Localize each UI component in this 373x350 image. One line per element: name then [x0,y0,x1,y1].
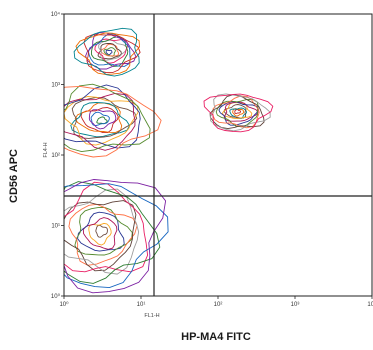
x-tick-label: 10⁴ [367,301,373,308]
contour-line [64,200,137,272]
contour-line [203,93,274,133]
y-tick-label: 10⁴ [51,11,61,18]
contour-line [68,203,138,266]
contour-line [64,181,149,273]
contour-line [64,179,167,294]
y-tick-label: 10¹ [51,224,60,230]
contour-line [82,217,118,250]
contour-line [234,109,242,114]
contour-line [64,183,169,289]
contour-line [64,188,140,275]
contour-line [105,49,113,56]
inner-y-label: FL4-H [43,142,49,157]
inner-x-label: FL1-H [144,313,159,319]
y-tick-label: 10² [51,153,60,159]
x-tick-label: 10² [214,302,223,308]
contour-line [95,224,108,238]
y-tick-label: 10³ [51,83,60,89]
x-axis-title: HP-MA4 FITC [181,331,251,343]
contour-line [85,32,137,70]
contour-line [75,32,140,75]
contour-line [77,211,125,252]
x-tick-label: 10⁰ [59,301,69,308]
contour-line [70,102,131,138]
contour-line [90,111,110,127]
y-axis-title: CD56 APC [8,149,20,203]
contour-line [83,34,141,74]
contour-line [73,27,140,77]
contour-layer [64,27,274,294]
contour-line [94,38,129,64]
contour-line [221,102,253,120]
y-tick-label: 10⁰ [51,293,61,300]
x-tick-label: 10³ [291,302,300,308]
contour-line [232,108,244,117]
contour-line [88,109,117,130]
contour-line [98,39,128,61]
contour-line [64,93,136,151]
axis-ticks: 10⁰ 10¹ 10² 10³ 10⁴ 10⁰ 10¹ 10² 10³ 10⁴ [51,11,373,308]
contour-line [218,101,260,126]
contour-line [209,94,265,130]
contour-line [71,96,138,139]
contour-line [80,107,119,134]
contour-line [64,85,162,158]
contour-line [210,93,271,132]
contour-line [88,222,112,246]
contour-line [64,96,139,146]
x-tick-label: 10¹ [137,302,146,308]
contour-line [96,116,108,125]
contour-line [64,83,151,153]
contour-line [97,43,122,60]
